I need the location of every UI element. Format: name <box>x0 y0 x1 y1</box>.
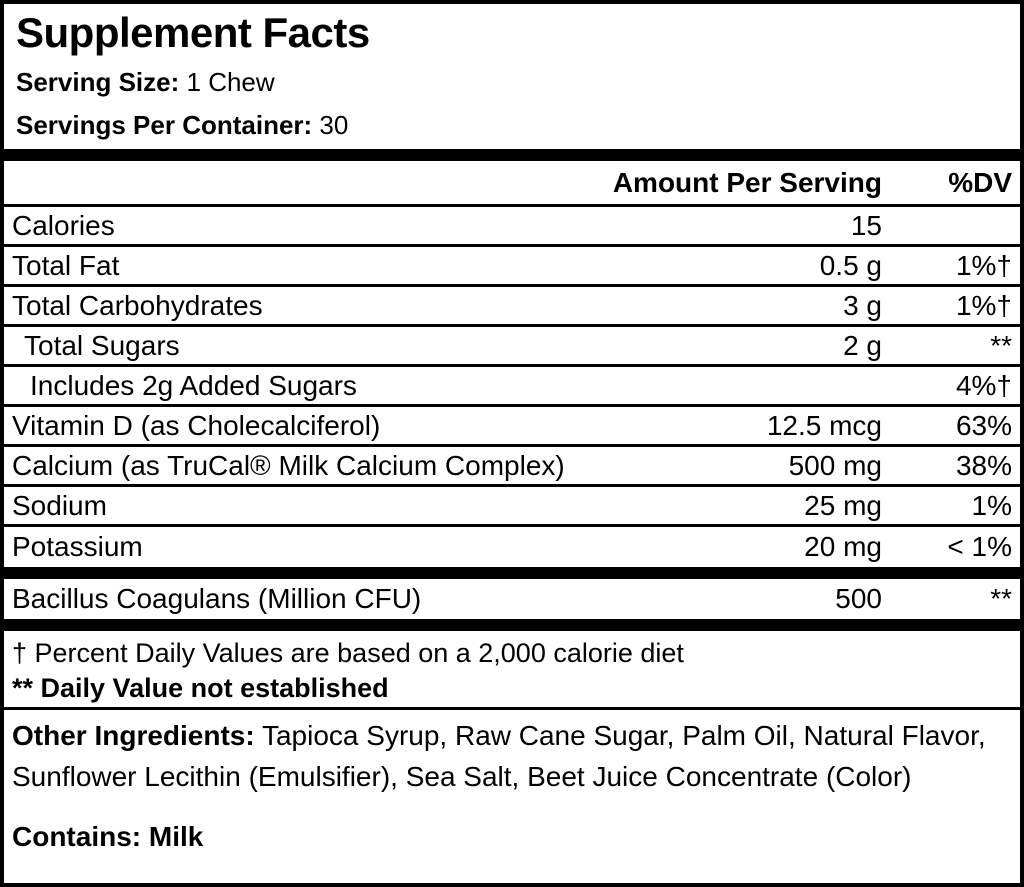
table-row: Total Sugars 2 g ** <box>4 327 1020 368</box>
serving-size-label: Serving Size: <box>16 67 180 98</box>
nutrient-name: Total Sugars <box>24 329 180 361</box>
probiotic-table-body: Bacillus Coagulans (Million CFU) 500 ** <box>4 579 1020 619</box>
nutrient-name: Sodium <box>12 489 107 521</box>
nutrient-name: Includes 2g Added Sugars <box>30 369 357 401</box>
nutrient-amount: 12.5 mcg <box>766 409 882 441</box>
table-header-row: Amount Per Serving %DV <box>4 161 1020 208</box>
allergen-statement: Contains: Milk <box>4 821 1020 853</box>
label-header: Supplement Facts Serving Size: 1 Chew Se… <box>4 4 1020 149</box>
other-ingredients: Other Ingredients: Tapioca Syrup, Raw Ca… <box>4 710 1020 797</box>
table-row: Total Fat 0.5 g 1%† <box>4 247 1020 288</box>
contains-value: Milk <box>141 821 204 853</box>
facts-table-body: Calories 15 Total Fat 0.5 g 1%† Total Ca… <box>4 207 1020 567</box>
servings-per-container-value: 30 <box>312 109 349 140</box>
nutrient-name: Total Fat <box>12 249 120 281</box>
section-divider-bar <box>4 567 1020 580</box>
nutrient-name: Total Carbohydrates <box>12 289 263 321</box>
nutrient-dv: 4%† <box>955 369 1012 401</box>
serving-size-value: 1 Chew <box>179 67 275 98</box>
nutrient-dv: 38% <box>955 449 1012 481</box>
table-row: Total Carbohydrates 3 g 1%† <box>4 287 1020 328</box>
nutrient-amount: 15 <box>850 209 882 241</box>
table-row: Includes 2g Added Sugars 4%† <box>4 367 1020 408</box>
nutrient-amount: 20 mg <box>804 531 882 563</box>
footnotes: † Percent Daily Values are based on a 2,… <box>4 631 1020 707</box>
nutrient-dv: 1%† <box>955 289 1012 321</box>
nutrient-amount: 500 <box>835 583 882 615</box>
nutrient-amount: 3 g <box>843 289 882 321</box>
section-divider-bar <box>4 149 1020 162</box>
table-row: Potassium 20 mg < 1% <box>4 527 1020 567</box>
table-row: Calories 15 <box>4 207 1020 248</box>
dv-header: %DV <box>948 166 1012 198</box>
nutrient-dv: < 1% <box>947 531 1012 563</box>
daily-value-footnote: † Percent Daily Values are based on a 2,… <box>12 638 684 669</box>
nutrient-name: Vitamin D (as Cholecalciferol) <box>12 409 381 441</box>
label-title: Supplement Facts <box>16 9 370 56</box>
nutrient-amount: 0.5 g <box>819 249 882 281</box>
not-established-footnote: ** Daily Value not established <box>12 673 389 704</box>
table-row: Vitamin D (as Cholecalciferol) 12.5 mcg … <box>4 407 1020 448</box>
nutrient-dv: 1% <box>971 489 1012 521</box>
servings-per-container-line: Servings Per Container: 30 <box>16 109 1008 142</box>
amount-per-serving-header: Amount Per Serving <box>612 166 882 198</box>
serving-size-line: Serving Size: 1 Chew <box>16 66 1008 99</box>
other-ingredients-value: Tapioca Syrup, Raw Cane Sugar, Palm Oil,… <box>12 720 986 792</box>
other-ingredients-label: Other Ingredients: <box>12 720 255 752</box>
nutrient-name: Potassium <box>12 531 143 563</box>
section-divider-bar <box>4 619 1020 632</box>
table-row: Sodium 25 mg 1% <box>4 487 1020 528</box>
nutrient-dv: ** <box>990 329 1012 361</box>
nutrient-dv: ** <box>990 583 1012 615</box>
footnote-divider <box>4 707 1020 711</box>
nutrient-amount: 500 mg <box>788 449 882 481</box>
contains-label: Contains: <box>12 821 142 853</box>
nutrient-dv: 63% <box>955 409 1012 441</box>
nutrient-name: Calories <box>12 209 115 241</box>
nutrient-name: Bacillus Coagulans (Million CFU) <box>12 583 422 615</box>
table-row: Bacillus Coagulans (Million CFU) 500 ** <box>4 579 1020 619</box>
nutrient-name: Calcium (as TruCal® Milk Calcium Complex… <box>12 449 565 481</box>
servings-per-container-label: Servings Per Container: <box>16 109 313 140</box>
nutrient-amount: 25 mg <box>804 489 882 521</box>
nutrient-amount: 2 g <box>843 329 882 361</box>
table-row: Calcium (as TruCal® Milk Calcium Complex… <box>4 447 1020 488</box>
nutrient-dv: 1%† <box>955 249 1012 281</box>
